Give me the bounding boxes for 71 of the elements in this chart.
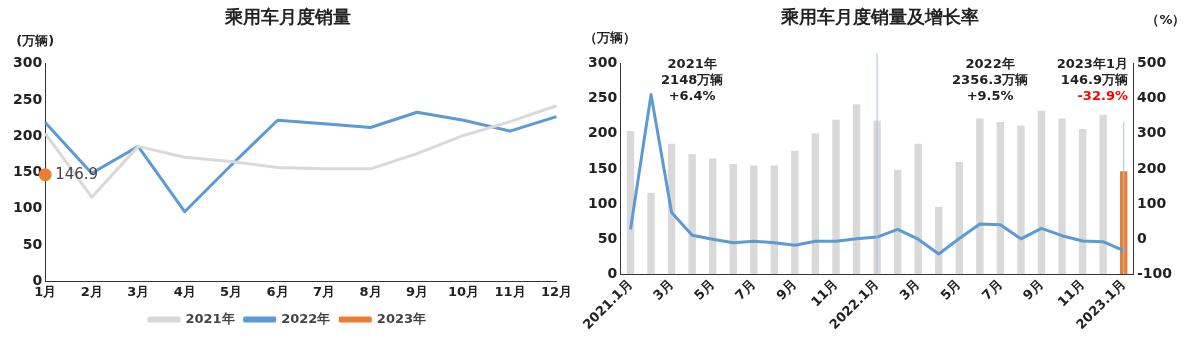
- legend-label: 2023年: [376, 310, 427, 326]
- bar: [791, 150, 799, 275]
- bar: [729, 164, 737, 275]
- bar: [688, 154, 696, 275]
- y2-tick-label: 200: [1136, 159, 1167, 176]
- x-tick-label: 9月: [773, 276, 800, 303]
- x-tick-label: 7月: [313, 283, 336, 299]
- y-axis-title: （万辆）: [584, 29, 637, 45]
- data-label: 146.9: [55, 164, 99, 183]
- y-tick-label: 100: [587, 194, 618, 211]
- annotation: 2021年 2148万辆 +6.4%: [661, 56, 724, 104]
- bar: [1017, 125, 1025, 275]
- x-tick-label: 10月: [447, 283, 480, 299]
- x-tick-label: 3月: [127, 283, 150, 299]
- x-tick-label: 8月: [359, 283, 382, 299]
- y-tick-label: 300: [12, 54, 43, 71]
- bar: [811, 133, 820, 275]
- x-tick-label: 5月: [937, 276, 964, 303]
- y-tick-label: 150: [12, 163, 43, 180]
- bar: [914, 143, 922, 275]
- legend-label: 2021年: [185, 310, 235, 326]
- x-tick-label: 12月: [540, 283, 572, 299]
- annotation: 2023年1月 146.9万辆 -32.9%: [1056, 56, 1128, 104]
- bar: [1099, 114, 1107, 275]
- bar: [832, 119, 840, 275]
- y-tick-label: 250: [587, 89, 618, 106]
- bar: [750, 165, 758, 275]
- y2-tick-label: 300: [1136, 124, 1167, 141]
- x-tick-label: 4月: [173, 283, 196, 299]
- y2-tick-label: 400: [1136, 89, 1167, 106]
- bar: [1058, 118, 1066, 275]
- x-tick-label: 3月: [649, 276, 677, 303]
- y-tick-label: 0: [607, 264, 618, 281]
- chart-title: 乘用车月度销量及增长率: [780, 6, 979, 28]
- bar: [955, 161, 963, 275]
- x-tick-label: 2月: [80, 283, 103, 299]
- y2-tick-label: 100: [1136, 194, 1167, 211]
- chart-title: 乘用车月度销量: [223, 6, 351, 28]
- y2-tick-label: 0: [1136, 229, 1147, 246]
- bar: [647, 192, 655, 275]
- y2-tick-label: -100: [1136, 264, 1173, 281]
- y-tick-label: 50: [597, 229, 618, 246]
- y-tick-label: 50: [22, 235, 43, 252]
- y2-tick-label: 500: [1136, 54, 1167, 71]
- y2-axis-title: （%）: [1146, 11, 1186, 27]
- y-tick-label: 250: [12, 90, 43, 107]
- x-tick-label: 3月: [896, 276, 923, 303]
- y-axis-title: (万辆): [16, 32, 55, 48]
- y-tick-label: 200: [12, 126, 43, 143]
- y-tick-label: 150: [587, 159, 618, 176]
- bar: [1037, 110, 1046, 275]
- bar: [976, 118, 984, 275]
- y-tick-label: 300: [587, 54, 618, 71]
- x-tick-label: 7月: [732, 276, 759, 303]
- bar: [770, 165, 779, 275]
- bar: [996, 121, 1005, 275]
- x-tick-label: 5月: [691, 276, 718, 303]
- x-tick-label: 5月: [220, 283, 243, 299]
- x-tick-label: 11月: [494, 283, 526, 299]
- x-tick-label: 9月: [406, 283, 429, 299]
- bar: [709, 158, 717, 275]
- bar: [893, 169, 902, 275]
- y-tick-label: 200: [587, 124, 618, 141]
- bar: [852, 104, 861, 275]
- x-tick-label: 7月: [978, 276, 1005, 303]
- x-tick-label: 6月: [266, 283, 289, 299]
- legend-label: 2022年: [281, 310, 331, 326]
- bar: [1078, 128, 1087, 275]
- x-tick-label: 9月: [1019, 276, 1046, 303]
- annotation: 2022年 2356.3万辆 +9.5%: [952, 56, 1029, 104]
- y-tick-label: 100: [12, 199, 43, 216]
